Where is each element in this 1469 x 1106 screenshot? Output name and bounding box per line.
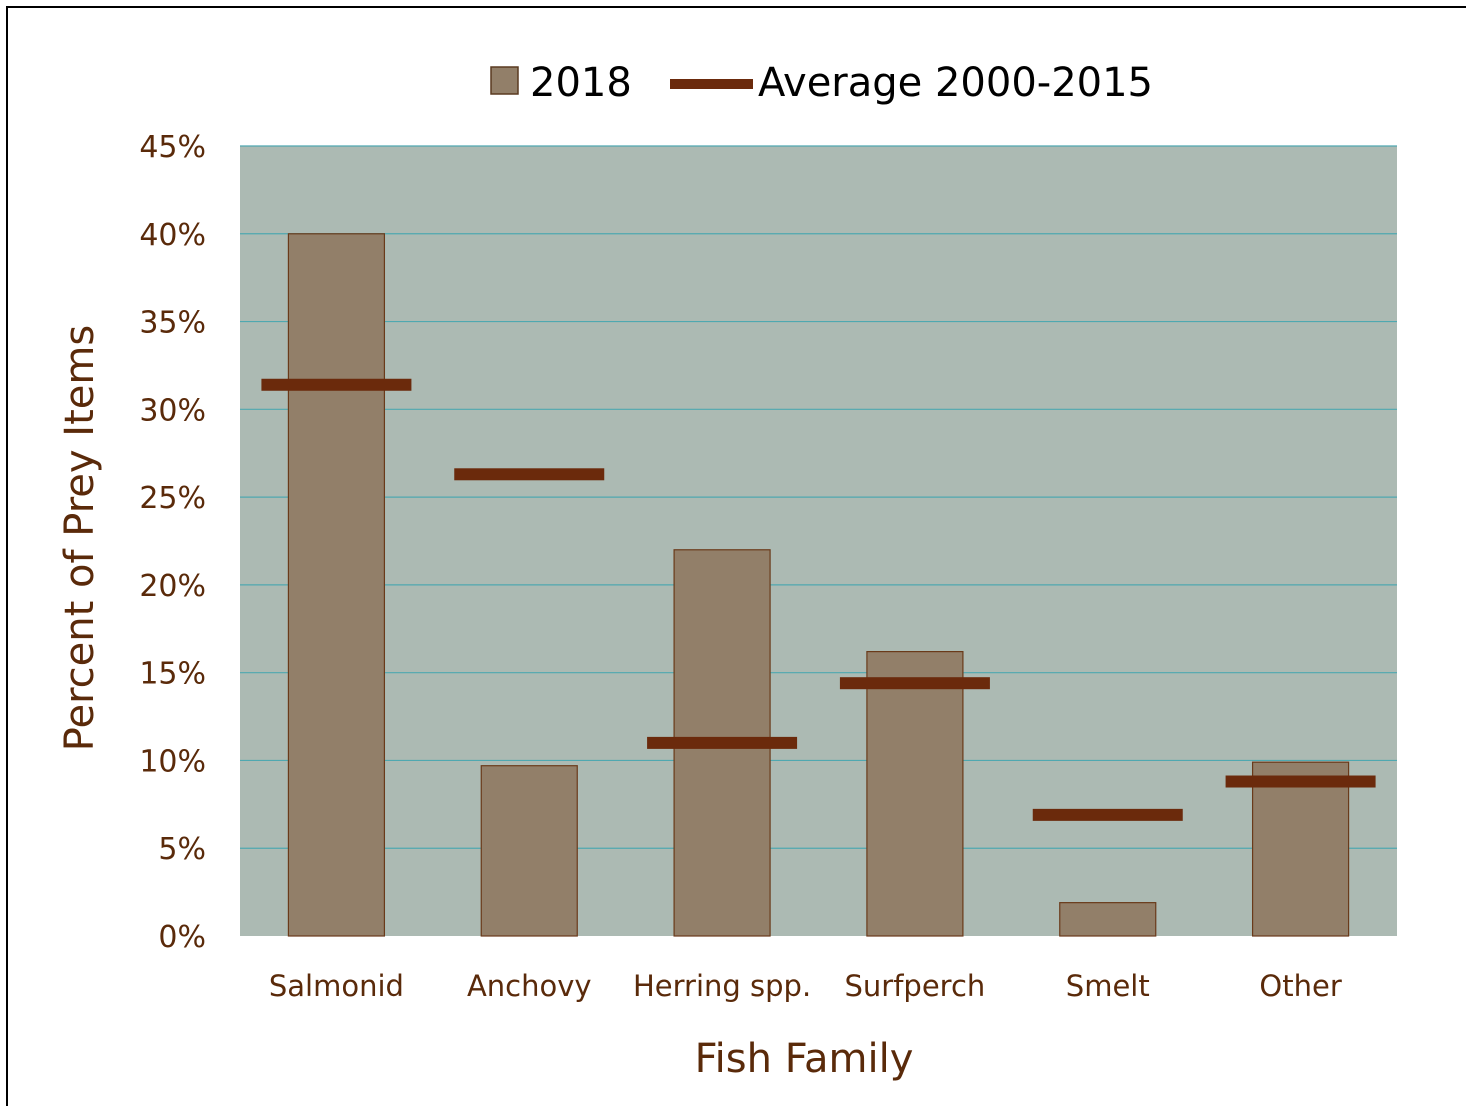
y-tick-label: 15% — [139, 657, 206, 692]
y-axis-title: Percent of Prey Items — [57, 325, 103, 751]
y-tick-label: 25% — [139, 481, 206, 516]
average-marker — [261, 378, 412, 391]
bar-salmonid — [287, 233, 386, 937]
bar-surfperch — [866, 650, 964, 937]
x-tick-label: Anchovy — [467, 969, 592, 1003]
legend-swatch-2018 — [490, 66, 519, 95]
x-tick-label: Salmonid — [269, 969, 404, 1003]
average-marker — [839, 677, 990, 690]
x-axis-title: Fish Family — [695, 1036, 914, 1082]
average-marker — [1032, 808, 1183, 821]
x-axis-ticks: Salmonid Anchovy Herring spp. Surfperch Smel… — [269, 969, 1342, 1003]
y-tick-label: 40% — [139, 218, 206, 253]
legend: 2018 Average 2000-2015 — [490, 60, 1153, 106]
bar-other — [1251, 761, 1350, 937]
y-tick-label: 0% — [158, 920, 206, 955]
y-tick-label: 20% — [139, 569, 206, 604]
bar-smelt — [1059, 902, 1157, 937]
x-tick-label: Surfperch — [845, 969, 986, 1003]
plot-area — [240, 146, 1397, 936]
x-tick-label: Smelt — [1066, 969, 1150, 1003]
gridlines — [240, 145, 1397, 849]
y-axis-ticks: 0% 5% 10% 15% 20% 25% 30% 35% 40% 45% — [139, 130, 206, 955]
y-tick-label: 5% — [158, 832, 206, 867]
x-tick-label: Other — [1259, 969, 1341, 1003]
bar-anchovy — [480, 765, 578, 937]
chart-frame — [6, 6, 1466, 1106]
average-marker — [454, 468, 605, 481]
average-marker — [647, 736, 798, 749]
bar-series-2018 — [287, 233, 1350, 937]
average-marker — [1225, 775, 1376, 788]
y-tick-label: 45% — [139, 130, 206, 165]
x-tick-label: Herring spp. — [633, 969, 811, 1003]
y-tick-label: 10% — [139, 744, 206, 779]
legend-swatch-average — [670, 79, 753, 89]
y-tick-label: 30% — [139, 393, 206, 428]
average-series — [261, 378, 1376, 821]
legend-label-2018: 2018 — [530, 60, 632, 106]
legend-label-average: Average 2000-2015 — [758, 60, 1153, 106]
y-tick-label: 35% — [139, 306, 206, 341]
